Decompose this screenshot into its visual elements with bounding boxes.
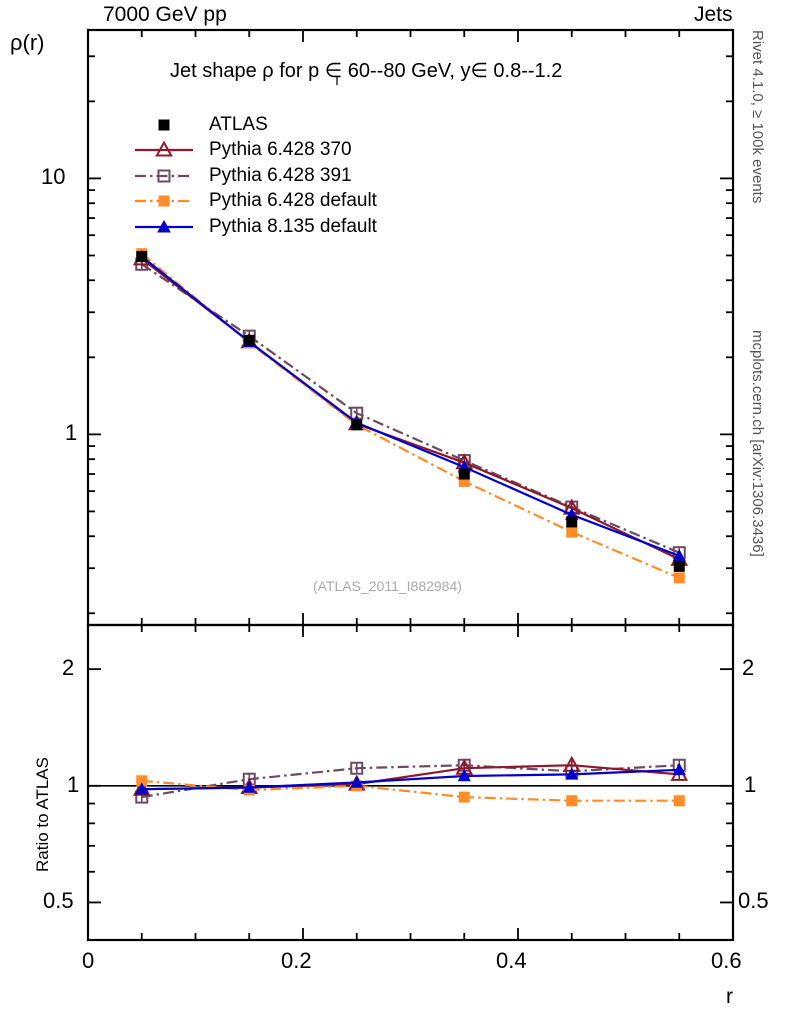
ratio-ytick-1: 1 bbox=[67, 771, 80, 797]
data-marker bbox=[350, 775, 364, 788]
data-marker bbox=[458, 475, 470, 487]
legend-label: Pythia 6.428 391 bbox=[209, 164, 352, 186]
legend-label: Pythia 8.135 default bbox=[209, 215, 377, 237]
data-marker bbox=[458, 791, 470, 803]
xtick-1: 0.2 bbox=[281, 948, 312, 973]
data-marker bbox=[566, 526, 578, 538]
data-marker bbox=[566, 516, 578, 528]
legend-item-py8-def: Pythia 8.135 default bbox=[133, 214, 377, 240]
series-py6-def bbox=[136, 248, 685, 584]
ratio-ytick-2-right: 2 bbox=[742, 655, 755, 681]
xtick-0: 0 bbox=[82, 948, 95, 973]
data-marker bbox=[136, 775, 148, 787]
series-line bbox=[141, 263, 680, 554]
process-label: Jets bbox=[694, 3, 733, 26]
ratio-ytick-0p5-right: 0.5 bbox=[738, 888, 769, 914]
series-line bbox=[141, 764, 680, 799]
main-ytick-10: 10 bbox=[41, 164, 66, 190]
series-py6-391 bbox=[135, 758, 686, 804]
legend-marker-py6-def bbox=[135, 195, 193, 207]
series-line bbox=[141, 768, 680, 791]
data-marker bbox=[135, 782, 149, 795]
legend-marker-py8-def bbox=[135, 219, 193, 233]
data-marker bbox=[458, 468, 470, 480]
ratio-ytick-0p5: 0.5 bbox=[43, 888, 74, 914]
ratio-ylabel: Ratio to ATLAS bbox=[33, 757, 52, 872]
series-line bbox=[141, 252, 680, 579]
data-marker bbox=[673, 572, 685, 584]
data-marker bbox=[350, 761, 364, 775]
data-marker bbox=[565, 767, 579, 780]
legend-label: Pythia 6.428 370 bbox=[209, 139, 352, 161]
plot-title-text: Jet shape ρ for p ∈ 60--80 GeV, y∈ 0.8--… bbox=[170, 60, 563, 82]
series-atlas bbox=[136, 251, 685, 572]
series-py6-370 bbox=[132, 249, 689, 566]
generator-info-label: Rivet 4.1.0, ≥ 100k events bbox=[749, 30, 766, 204]
series-line bbox=[141, 257, 680, 561]
legend-item-atlas: ATLAS bbox=[133, 112, 268, 138]
legend-item-py6-391: Pythia 6.428 391 bbox=[133, 163, 352, 189]
data-marker bbox=[672, 549, 686, 562]
legend-marker-atlas bbox=[158, 119, 170, 131]
xtick-3: 0.6 bbox=[711, 948, 742, 973]
series-py8-def bbox=[135, 762, 686, 795]
data-marker bbox=[457, 769, 471, 782]
data-marker bbox=[243, 334, 255, 346]
analysis-watermark: (ATLAS_2011_I882984) bbox=[313, 578, 462, 594]
data-marker bbox=[566, 795, 578, 807]
xtick-2: 0.4 bbox=[496, 948, 527, 973]
plot-title-subscript: T bbox=[333, 73, 341, 88]
data-marker bbox=[351, 419, 363, 431]
series-py6-370 bbox=[132, 755, 689, 796]
legend-item-py6-370: Pythia 6.428 370 bbox=[133, 138, 352, 164]
ratio-panel-frame bbox=[86, 623, 735, 942]
beam-energy-label: 7000 GeV pp bbox=[103, 3, 227, 26]
source-info-label: mcplots.cern.ch [arXiv:1306.3436] bbox=[749, 330, 766, 557]
legend-marker-py6-370 bbox=[135, 140, 193, 157]
data-marker bbox=[672, 762, 686, 775]
xaxis-label: r bbox=[726, 985, 733, 1008]
legend-marker-py6-391 bbox=[135, 169, 193, 183]
legend-label: Pythia 6.428 default bbox=[209, 190, 377, 212]
series-py6-391 bbox=[135, 257, 686, 560]
plot-title: Jet shape ρ for p ∈ 60--80 GeV, y∈ 0.8--… bbox=[170, 58, 562, 83]
data-marker bbox=[242, 780, 256, 793]
data-marker bbox=[673, 795, 685, 807]
main-ytick-1: 1 bbox=[65, 420, 78, 446]
data-marker bbox=[673, 560, 685, 572]
legend-label: ATLAS bbox=[209, 113, 268, 135]
main-ylabel: ρ(r) bbox=[10, 30, 45, 55]
series-py8-def bbox=[135, 249, 686, 562]
ratio-ytick-2: 2 bbox=[62, 655, 75, 681]
data-marker bbox=[136, 251, 148, 263]
series-line bbox=[141, 255, 680, 557]
ratio-ytick-1-right: 1 bbox=[744, 771, 757, 797]
legend-item-py6-def: Pythia 6.428 default bbox=[133, 189, 377, 215]
